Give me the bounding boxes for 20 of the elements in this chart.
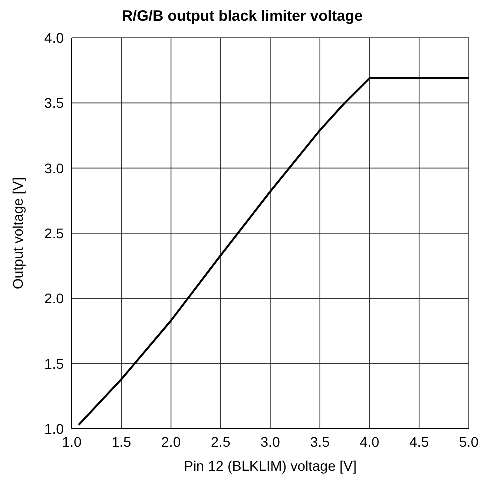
x-tick-label: 3.5 — [310, 434, 330, 450]
line-series — [78, 77, 469, 426]
y-tick-label: 1.5 — [44, 356, 64, 372]
y-tick-label: 1.0 — [44, 420, 64, 437]
y-axis-title: Output voltage [V] — [10, 177, 26, 290]
x-tick-label: 2.5 — [211, 434, 231, 450]
y-tick-label: 3.5 — [44, 95, 64, 112]
x-tick-label: 2.0 — [162, 434, 182, 450]
x-tick-label: 4.5 — [410, 434, 430, 450]
x-tick-label: 1.5 — [112, 434, 132, 450]
x-axis-title: Pin 12 (BLKLIM) voltage [V] — [184, 458, 357, 474]
chart-title: R/G/B output black limiter voltage — [122, 8, 363, 25]
x-tick-label: 1.0 — [62, 434, 82, 450]
y-tick-label: 4.0 — [44, 30, 64, 46]
y-tick-label: 3.0 — [44, 160, 64, 176]
y-tick-label: 2.0 — [44, 290, 64, 307]
x-tick-label: 5.0 — [459, 434, 479, 450]
x-tick-label: 4.0 — [360, 434, 380, 450]
y-tick-label: 2.5 — [44, 225, 64, 242]
x-tick-label: 3.0 — [260, 434, 280, 450]
